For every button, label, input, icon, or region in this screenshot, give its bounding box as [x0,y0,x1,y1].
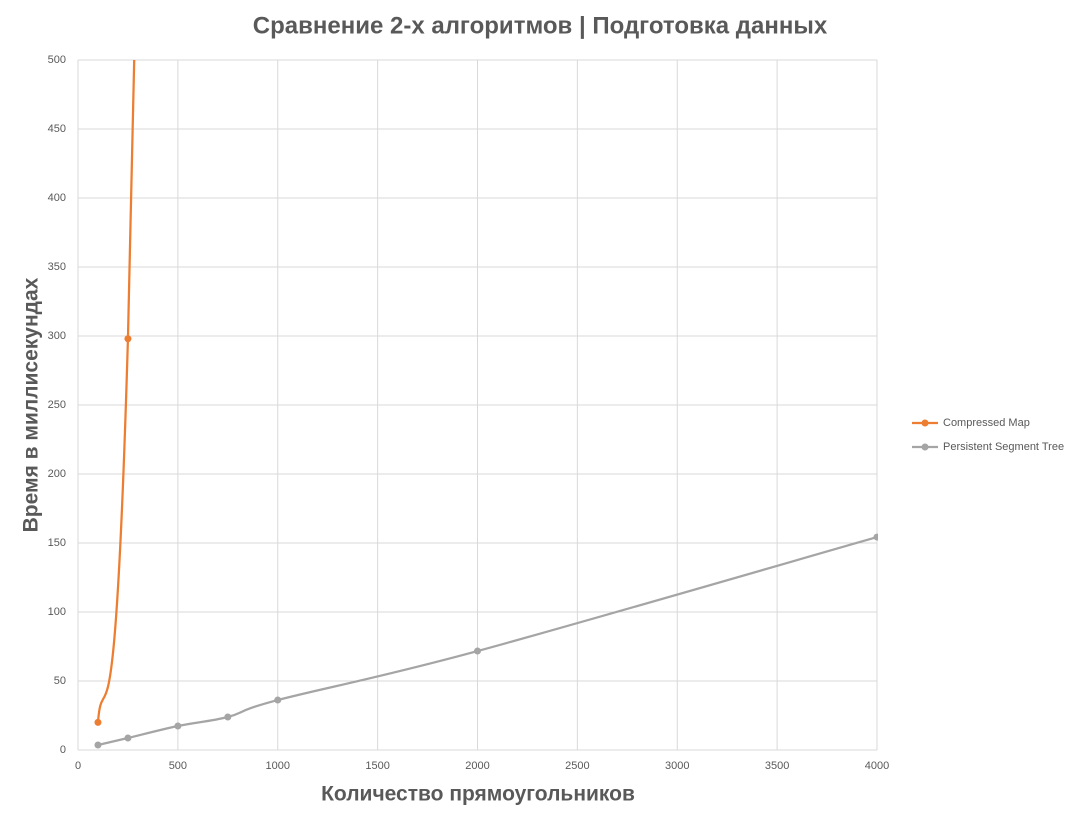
y-axis-title: Время в миллисекундах [20,277,43,532]
data-point [124,734,132,742]
series-line [96,60,137,723]
x-tick-label: 1500 [365,760,389,772]
y-tick-label: 450 [48,123,66,135]
data-point [873,533,878,541]
data-point [124,335,132,343]
legend-label: Persistent Segment Tree [943,441,1064,453]
x-tick-label: 3500 [765,760,789,772]
x-tick-label: 2500 [565,760,589,772]
data-point [174,722,182,730]
legend-marker [921,419,929,427]
legend-marker [921,443,929,451]
y-tick-label: 100 [48,606,66,618]
data-point [224,713,232,721]
data-point [274,696,282,704]
x-axis-title: Количество прямоугольников [321,783,635,806]
x-tick-label: 1000 [266,760,290,772]
overlay: Compressed Map Persistent Segment Tree [912,417,1064,453]
grid: 0 50 100 150 200 250 300 350 400 450 500 0 500 1000 15… [48,54,890,772]
x-tick-label: 4000 [865,760,889,772]
legend-label: Compressed Map [943,417,1030,429]
x-tick-label: 2000 [465,760,489,772]
x-tick-label: 500 [169,760,187,772]
y-tick-label: 200 [48,468,66,480]
data-point [94,741,102,749]
y-tick-label: 350 [48,261,66,273]
y-tick-label: 400 [48,192,66,204]
series-line [97,535,878,747]
x-tick-label: 0 [75,760,81,772]
y-tick-label: 50 [54,675,66,687]
chart-title: Сравнение 2-х алгоритмов | Подготовка да… [253,12,828,39]
y-tick-label: 0 [60,744,66,756]
data-point [94,718,102,726]
data-point [474,647,481,655]
plot-area [94,60,878,749]
y-tick-label: 300 [48,330,66,342]
y-tick-label: 250 [48,399,66,411]
x-tick-label: 3000 [665,760,689,772]
y-tick-label: 500 [48,54,66,66]
y-tick-label: 150 [48,537,66,549]
